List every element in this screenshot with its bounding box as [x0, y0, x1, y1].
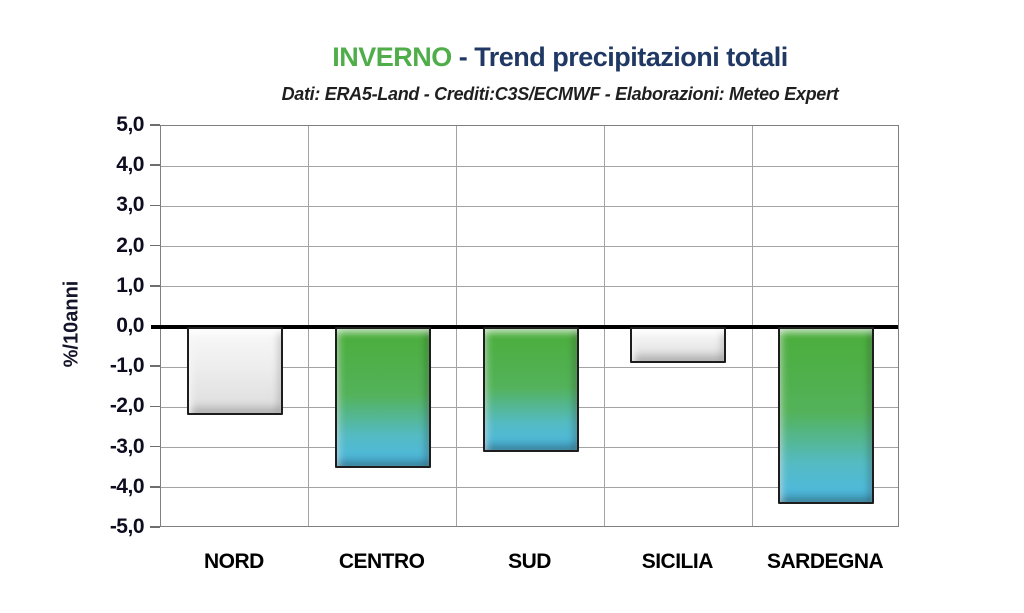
y-tick-label: 5,0	[116, 113, 144, 136]
y-tick-label: 0,0	[116, 314, 144, 337]
y-tick-label: 2,0	[116, 233, 144, 257]
y-tick-mark	[150, 365, 160, 367]
x-category-label: SARDEGNA	[767, 550, 884, 573]
y-tick-label: 3,0	[116, 193, 144, 217]
chart-title-main: - Trend precipitazioni totali	[451, 42, 789, 72]
y-tick-mark	[150, 204, 160, 207]
x-category-label: SUD	[508, 550, 551, 573]
chart-subtitle: Dati: ERA5-Land - Crediti:C3S/ECMWF - El…	[281, 84, 839, 104]
y-tick-label: -3,0	[109, 434, 145, 458]
y-tick-mark	[150, 445, 160, 448]
y-tick-label: -1,0	[109, 354, 145, 378]
y-tick-mark	[150, 526, 160, 528]
bar-centro	[334, 327, 431, 468]
bar-sicilia	[630, 327, 727, 364]
chart-title: INVERNO - Trend precipitazioni totali	[190, 42, 930, 76]
gridline-horizontal	[161, 286, 898, 288]
x-category-label: CENTRO	[338, 550, 425, 573]
bar-sud	[482, 327, 579, 452]
y-tick-label: 4,0	[116, 153, 144, 177]
y-tick-label: -2,0	[109, 394, 145, 418]
bar-sardegna	[778, 327, 875, 504]
y-tick-mark	[150, 164, 160, 166]
y-tick-mark	[150, 285, 160, 287]
y-tick-mark	[150, 405, 160, 408]
y-tick-mark	[150, 486, 160, 488]
y-tick-label: -5,0	[109, 515, 145, 538]
gridline-horizontal	[161, 165, 898, 167]
y-tick-label: 1,0	[116, 273, 144, 297]
plot-area	[151, 125, 899, 527]
x-category-label: NORD	[203, 550, 264, 573]
gridline-horizontal	[161, 246, 898, 248]
gridline-horizontal	[161, 205, 898, 207]
gridline-horizontal	[161, 487, 898, 489]
y-axis-title-text: %/10anni	[60, 280, 83, 368]
x-category-label: SICILIA	[641, 550, 714, 573]
y-tick-label: -4,0	[109, 474, 145, 498]
chart-title-season: INVERNO	[332, 42, 452, 72]
y-tick-mark	[150, 244, 160, 247]
y-tick-mark	[150, 124, 160, 126]
bar-nord	[186, 327, 283, 416]
